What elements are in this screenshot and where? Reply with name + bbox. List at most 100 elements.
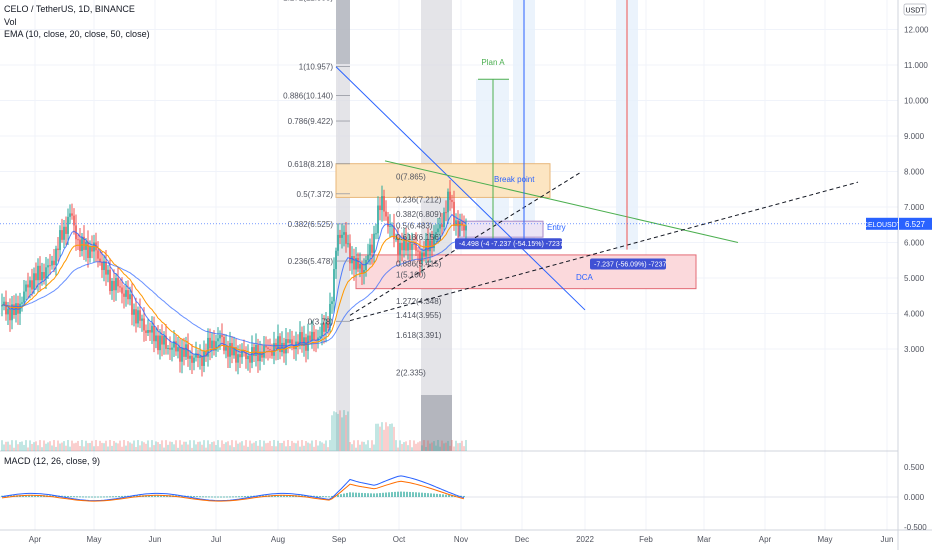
price-axis-tick: 7.000	[904, 203, 925, 212]
candle-body	[435, 232, 437, 235]
candle-body	[375, 233, 377, 235]
volume-bar	[147, 440, 149, 451]
macd-histogram-bar	[445, 494, 447, 497]
volume-bar	[79, 445, 81, 451]
candle-body	[3, 301, 5, 306]
macd-histogram-bar	[223, 496, 225, 498]
macd-histogram-bar	[331, 495, 333, 497]
macd-histogram-bar	[64, 495, 66, 497]
price-axis-tick: 3.000	[904, 345, 925, 354]
volume-bar	[175, 440, 177, 451]
volume-bar	[111, 445, 113, 451]
candle-body	[407, 242, 409, 251]
volume-bar	[367, 440, 369, 451]
volume-layer	[1, 410, 467, 451]
volume-bar	[195, 444, 197, 451]
volume-bar	[337, 413, 339, 451]
volume-bar	[93, 446, 95, 451]
volume-bar	[245, 440, 247, 451]
macd-histogram-bar	[82, 496, 84, 498]
volume-indicator-label[interactable]: Vol	[4, 17, 17, 27]
volume-bar	[153, 445, 155, 451]
candle-body	[93, 242, 95, 252]
candle-body	[213, 340, 215, 351]
candle-body	[117, 278, 119, 287]
macd-histogram-bar	[157, 495, 159, 497]
volume-bar	[43, 440, 45, 451]
volume-bar	[121, 446, 123, 451]
candle-body	[15, 303, 17, 316]
macd-histogram-bar	[163, 495, 165, 497]
candle-body	[167, 347, 169, 349]
volume-bar	[261, 446, 263, 451]
volume-bar	[271, 446, 273, 451]
candle-body	[197, 353, 199, 359]
volume-bar	[257, 445, 259, 451]
time-axis-tick: Apr	[29, 535, 42, 544]
macd-histogram-bar	[325, 496, 327, 498]
volume-bar	[459, 442, 461, 451]
candle-body	[395, 238, 397, 240]
candle-body	[141, 318, 143, 321]
candle-body	[147, 330, 149, 333]
macd-histogram-bar	[436, 493, 438, 497]
volume-bar	[183, 441, 185, 451]
candle-body	[51, 260, 53, 266]
candle-body	[381, 196, 383, 211]
macd-indicator-label[interactable]: MACD (12, 26, close, 9)	[4, 456, 101, 466]
volume-bar	[437, 440, 439, 451]
macd-histogram-bar	[61, 495, 63, 497]
candle-body	[319, 336, 321, 338]
volume-bar	[427, 440, 429, 451]
volume-bar	[347, 411, 349, 451]
symbol-title[interactable]: CELO / TetherUS, 1D, BINANCE	[4, 4, 135, 14]
candle-body	[233, 347, 235, 356]
volume-bar	[235, 440, 237, 451]
volume-bar	[297, 440, 299, 451]
macd-histogram-bar	[376, 493, 378, 497]
volume-bar	[361, 441, 363, 451]
volume-bar	[129, 442, 131, 451]
macd-histogram-bar	[448, 494, 450, 497]
volume-bar	[463, 446, 465, 451]
volume-bar	[389, 423, 391, 451]
macd-histogram-bar	[199, 496, 201, 498]
macd-histogram-bar	[406, 491, 408, 497]
time-axis-tick: Aug	[271, 535, 285, 544]
volume-bar	[353, 440, 355, 451]
volume-bar	[397, 447, 399, 451]
volume-bar	[341, 417, 343, 451]
candle-body	[259, 351, 261, 362]
volume-bar	[41, 447, 43, 451]
macd-histogram-bar	[427, 493, 429, 497]
volume-bar	[307, 442, 309, 451]
volume-bar	[3, 444, 5, 451]
volume-bar	[291, 440, 293, 451]
candle-body	[29, 280, 31, 288]
volume-bar	[225, 442, 227, 451]
candle-body	[57, 248, 59, 251]
candle-body	[41, 272, 43, 281]
macd-histogram-bar	[463, 495, 465, 497]
candle-body	[199, 355, 201, 359]
volume-bar	[95, 440, 97, 451]
fib-level-label: 0.886(10.140)	[283, 92, 333, 101]
candle-body	[145, 330, 147, 333]
volume-bar	[237, 443, 239, 451]
macd-histogram-bar	[76, 496, 78, 498]
macd-histogram-bar	[121, 495, 123, 497]
ema-indicator-label[interactable]: EMA (10, close, 20, close, 50, close)	[4, 29, 150, 39]
candle-body	[245, 351, 247, 360]
candle-body	[83, 236, 85, 250]
time-axis-tick: Sep	[332, 535, 347, 544]
volume-bar	[303, 445, 305, 451]
volume-bar	[269, 440, 271, 451]
candle-body	[239, 354, 241, 358]
candle-body	[35, 273, 37, 281]
candle-body	[193, 357, 195, 363]
candle-body	[21, 302, 23, 304]
macd-histogram-bar	[100, 496, 102, 498]
volume-bar	[445, 442, 447, 451]
macd-axis-tick: 0.500	[904, 463, 925, 472]
